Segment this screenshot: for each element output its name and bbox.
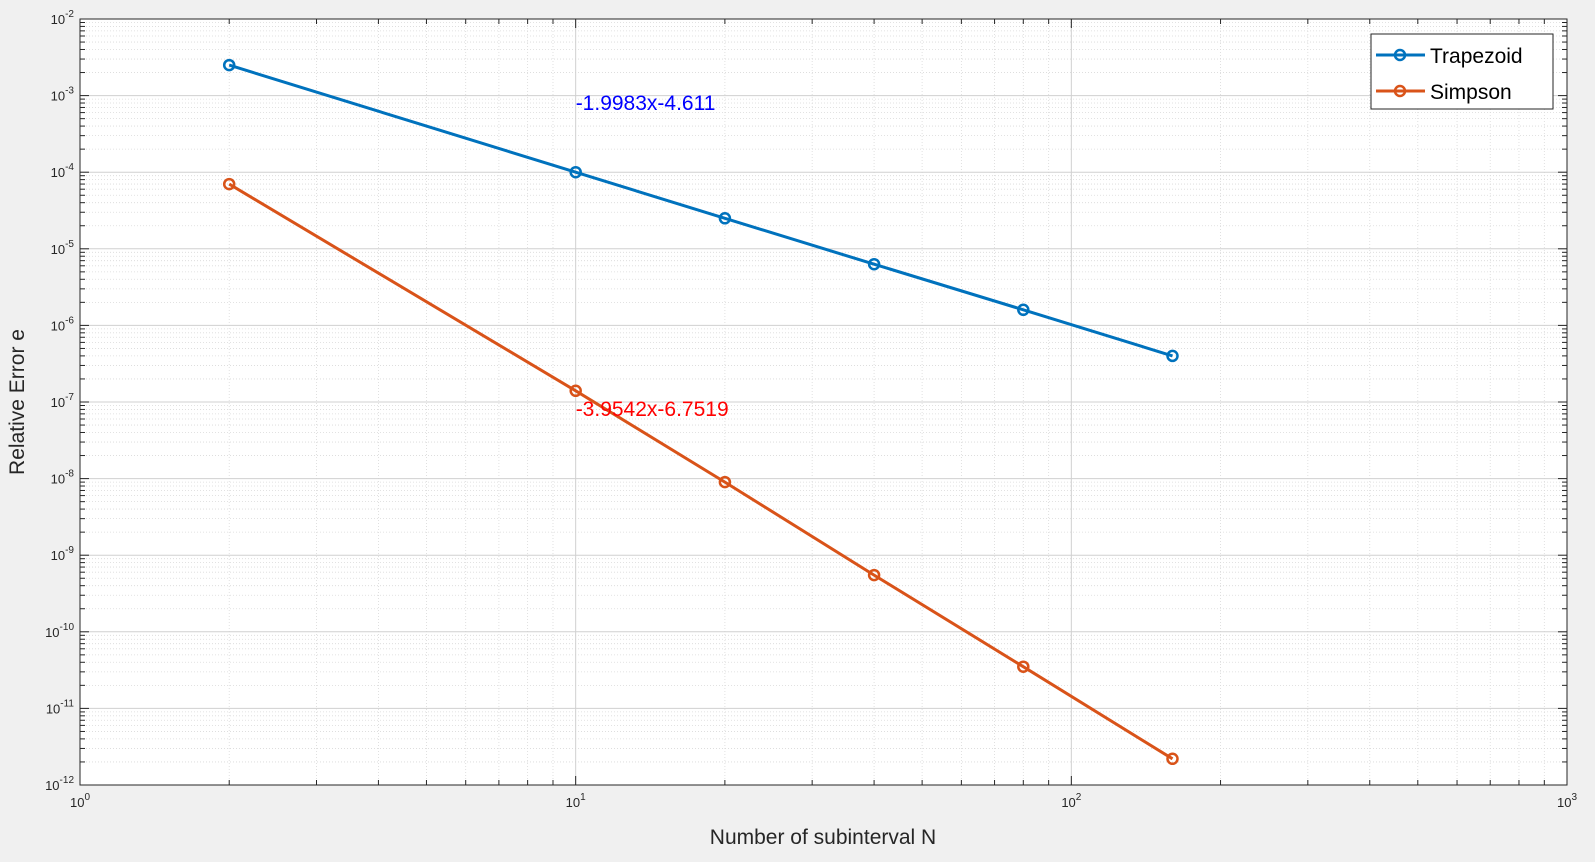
series-line-simpson	[228, 182, 1174, 761]
data-point-simpson	[1166, 752, 1179, 766]
y-axis-label: Relative Error e	[6, 329, 29, 475]
axis-ticks	[79, 18, 1568, 786]
series-layer	[222, 58, 1179, 766]
series-line-trapezoid	[228, 63, 1173, 358]
fit-annotation: -3.9542x-6.7519	[576, 398, 729, 421]
data-point-simpson	[569, 384, 582, 398]
data-point-simpson	[222, 177, 236, 191]
data-point-trapezoid	[222, 58, 236, 72]
legend: Trapezoid Simpson	[1370, 33, 1554, 110]
legend-marker-simpson	[1393, 84, 1407, 98]
data-point-trapezoid	[1166, 349, 1179, 363]
annotation-layer: -1.9983x-4.611 -3.9542x-6.7519	[576, 92, 729, 421]
data-point-trapezoid	[867, 257, 881, 271]
fit-annotation: -1.9983x-4.611	[576, 92, 716, 115]
data-point-trapezoid	[718, 212, 732, 225]
data-point-simpson	[867, 568, 881, 582]
minor-grid	[80, 19, 1567, 785]
data-point-simpson	[1017, 660, 1030, 673]
legend-label-trapezoid: Trapezoid	[1430, 45, 1523, 68]
legend-marker-trapezoid	[1393, 48, 1407, 62]
data-point-simpson	[718, 475, 732, 489]
data-point-trapezoid	[569, 165, 582, 179]
x-axis-label: Number of subinterval N	[710, 826, 936, 849]
legend-box	[1370, 33, 1554, 110]
legend-label-simpson: Simpson	[1430, 81, 1512, 104]
data-point-trapezoid	[1017, 303, 1030, 317]
